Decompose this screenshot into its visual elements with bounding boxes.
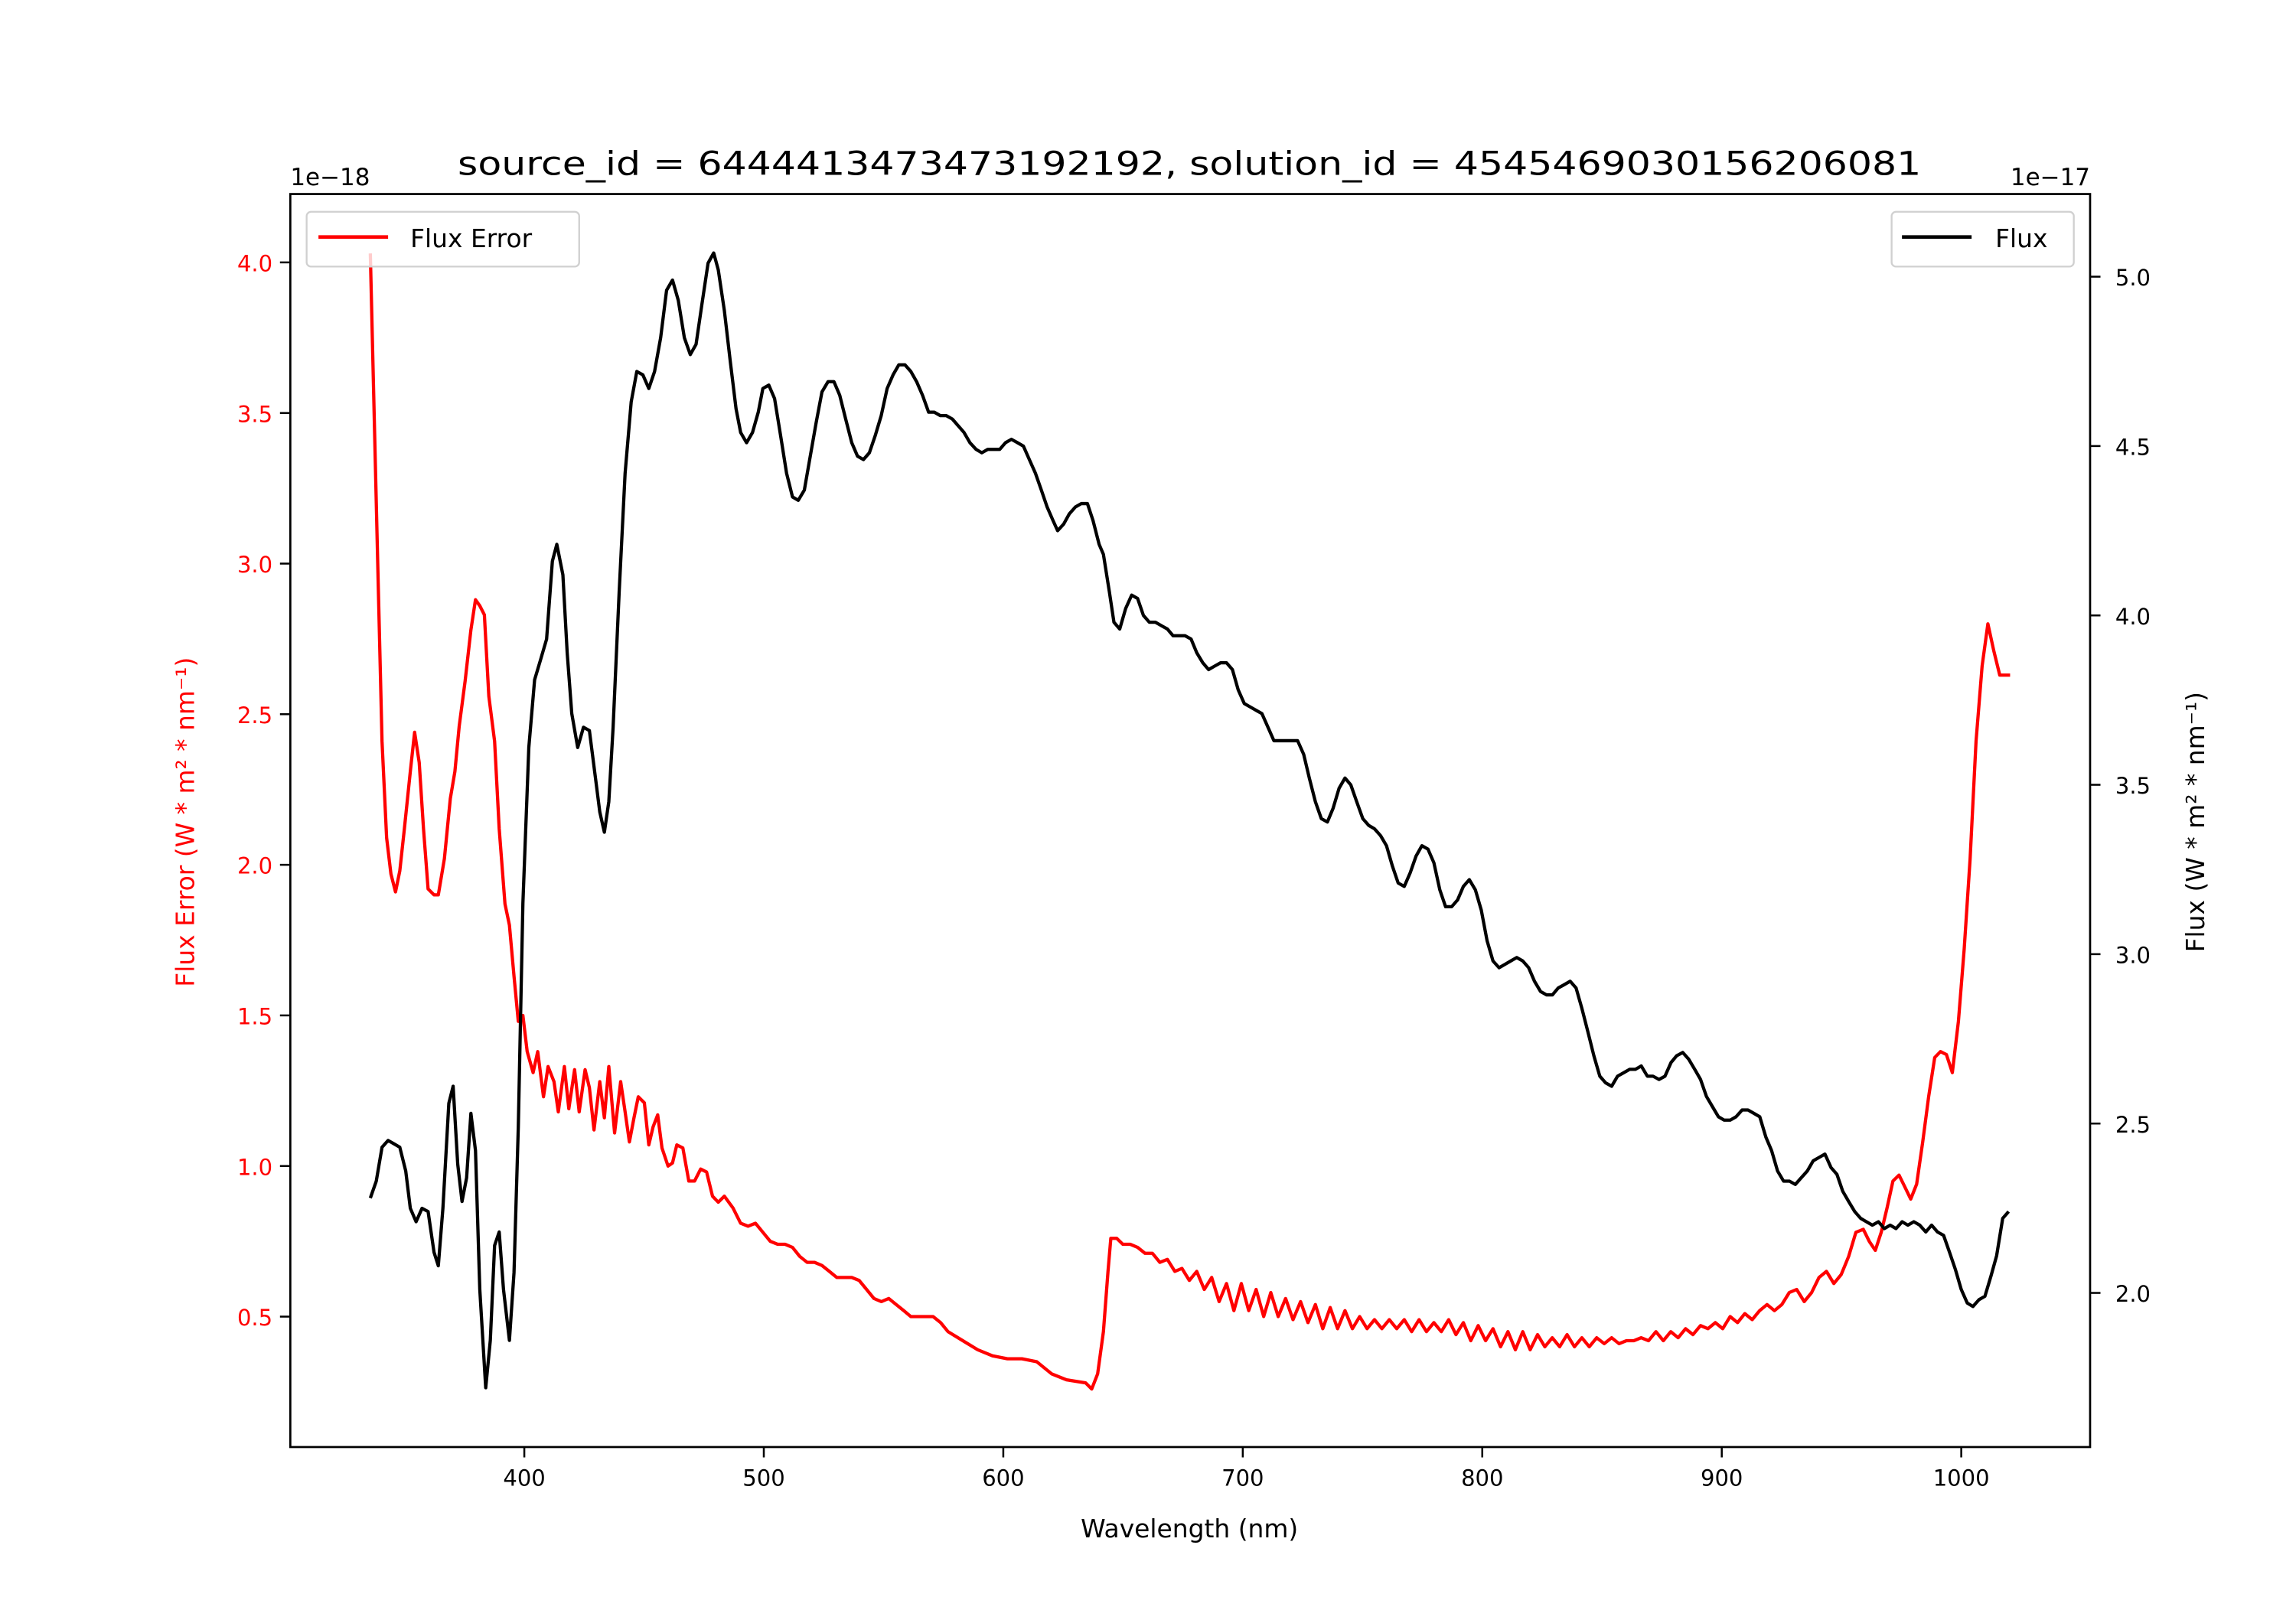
legend-label-flux: Flux — [1995, 223, 2047, 253]
right-y-tick-label: 4.5 — [2115, 435, 2151, 461]
left-y-tick-label: 3.5 — [237, 401, 272, 427]
right-y-tick-label: 3.0 — [2115, 943, 2151, 969]
right-y-axis-label: Flux (W * m² * nm⁻¹) — [2180, 692, 2210, 952]
x-tick-label: 900 — [1701, 1465, 1743, 1491]
axis-ticks: 400 500 600 700 800 900 1000 0.5 1.0 1.5 2.0 2.5 3.0… — [237, 251, 2151, 1491]
left-y-tick-label: 1.5 — [237, 1004, 272, 1030]
axes-frame — [289, 193, 2092, 1449]
x-tick-label: 600 — [982, 1465, 1024, 1491]
left-y-tick-label: 3.0 — [237, 552, 272, 578]
legend-box — [305, 210, 580, 268]
left-y-tick-label: 4.0 — [237, 251, 272, 277]
right-y-tick-label: 4.0 — [2115, 604, 2151, 630]
left-y-tick-label: 1.0 — [237, 1154, 272, 1180]
right-y-tick-label: 2.5 — [2115, 1112, 2151, 1138]
left-axis-offset-label: 1e−18 — [290, 164, 370, 191]
legend-label-flux-error: Flux Error — [410, 223, 532, 253]
left-y-tick-label: 2.0 — [237, 853, 272, 879]
left-y-tick-label: 0.5 — [237, 1305, 272, 1331]
x-tick-label: 800 — [1461, 1465, 1503, 1491]
legend-box — [1890, 210, 2075, 268]
x-tick-label: 500 — [742, 1465, 784, 1491]
x-tick-label: 1000 — [1933, 1465, 1990, 1491]
left-y-axis-label: Flux Error (W * m² * nm⁻¹) — [171, 657, 201, 987]
right-y-tick-label: 5.0 — [2115, 265, 2151, 291]
plot-area — [368, 251, 2011, 1391]
left-y-tick-label: 2.5 — [237, 702, 272, 729]
x-axis-label: Wavelength (nm) — [1081, 1514, 1298, 1543]
right-axis-offset-label: 1e−17 — [2011, 164, 2090, 191]
series-line-flux-error — [368, 253, 2011, 1391]
legend-flux: Flux — [1890, 210, 2075, 268]
series-line-flux — [368, 251, 2011, 1390]
right-y-tick-label: 2.0 — [2115, 1281, 2151, 1307]
legend-flux-error: Flux Error — [305, 210, 580, 268]
chart-title: source_id = 6444413473473192192, solutio… — [458, 145, 1921, 183]
right-y-tick-label: 3.5 — [2115, 773, 2151, 799]
x-tick-label: 700 — [1221, 1465, 1264, 1491]
x-tick-label: 400 — [503, 1465, 545, 1491]
